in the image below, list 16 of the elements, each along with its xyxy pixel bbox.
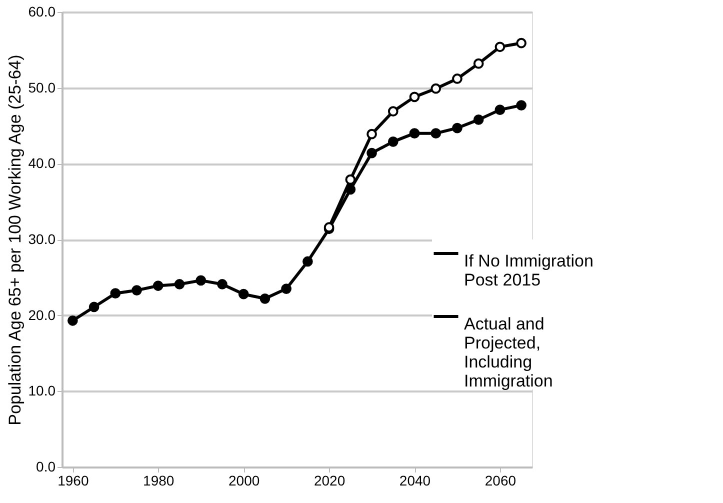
x-tick-label: 2040 (399, 472, 431, 488)
x-tick-label: 1960 (58, 472, 89, 488)
legend-label: If No Immigration Post 2015 (464, 252, 594, 290)
y-tick-label: 40.0 (28, 155, 56, 172)
y-tick-label: 50.0 (28, 79, 56, 96)
y-tick-label: 0.0 (36, 458, 56, 474)
y-tick-label: 10.0 (28, 382, 56, 399)
y-axis-title: Population Age 65+ per 100 Working Age (25-64) (5, 54, 24, 426)
x-tick-label: 2000 (228, 472, 260, 488)
x-tick-label: 1980 (143, 472, 174, 488)
legend-label: Actual and Projected, Including Immigration (464, 314, 553, 390)
x-tick-label: 2060 (484, 472, 516, 488)
y-tick-label: 30.0 (28, 231, 56, 247)
y-tick-label: 60.0 (28, 4, 56, 20)
y-tick-label: 20.0 (28, 306, 56, 323)
x-tick-label: 2020 (314, 472, 346, 488)
